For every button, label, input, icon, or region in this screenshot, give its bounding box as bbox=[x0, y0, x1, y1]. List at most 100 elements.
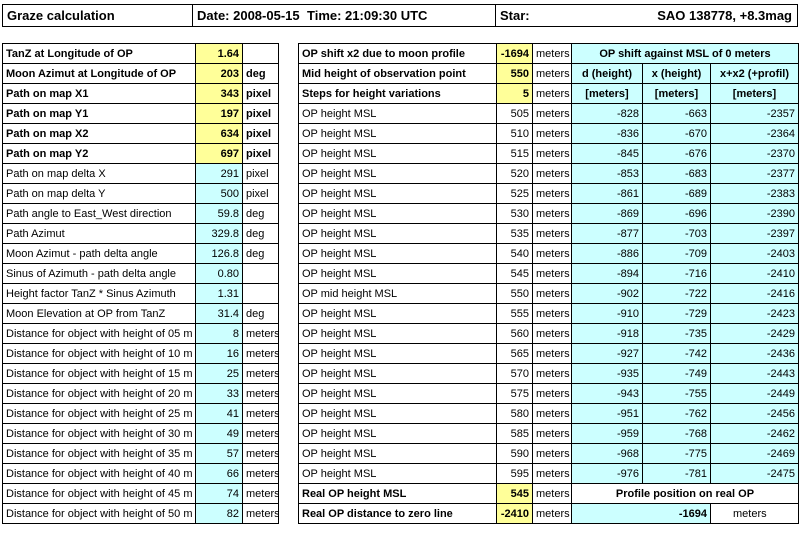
table-row: Sinus of Azimuth - path delta angle 0.80 bbox=[2, 263, 279, 284]
table-row: OP height MSL 590 meters bbox=[298, 443, 572, 464]
op-height-label: OP height MSL bbox=[298, 343, 497, 364]
table-row: Path angle to East_West direction 59.8 deg bbox=[2, 203, 279, 224]
table-row: Profile position on real OP bbox=[571, 483, 799, 504]
op-height-unit: meters bbox=[532, 223, 572, 244]
shift-x-value: -768 bbox=[642, 423, 711, 444]
op-height-unit: meters bbox=[532, 403, 572, 424]
param-value[interactable]: 197 bbox=[195, 103, 243, 124]
op-height-unit: meters bbox=[532, 463, 572, 484]
param-label: Moon Elevation at OP from TanZ bbox=[2, 303, 196, 324]
op-height-label: OP height MSL bbox=[298, 303, 497, 324]
op-shift-table: OP shift against MSL of 0 meters d (heig… bbox=[571, 43, 799, 524]
op-height-unit: meters bbox=[532, 123, 572, 144]
param-label: Path on map delta X bbox=[2, 163, 196, 184]
op-height-unit: meters bbox=[532, 363, 572, 384]
param-value[interactable]: 16 bbox=[195, 343, 243, 364]
param-label: Distance for object with height of 20 m bbox=[2, 383, 196, 404]
param-unit: meters bbox=[242, 503, 279, 524]
op-height-unit: meters bbox=[532, 423, 572, 444]
op-height-label: OP height MSL bbox=[298, 203, 497, 224]
op-height-unit: meters bbox=[532, 183, 572, 204]
op-height-value: 530 bbox=[496, 203, 533, 224]
param-value[interactable]: 329.8 bbox=[195, 223, 243, 244]
op-height-unit: meters bbox=[532, 343, 572, 364]
param-value[interactable]: 49 bbox=[195, 423, 243, 444]
table-row: -918 -735 -2429 bbox=[571, 323, 799, 344]
op-height-label: OP height MSL bbox=[298, 143, 497, 164]
op-height-label: OP height MSL bbox=[298, 363, 497, 384]
col-unit-x: [meters] bbox=[642, 83, 711, 104]
param-value[interactable]: 500 bbox=[195, 183, 243, 204]
op-height-value: 565 bbox=[496, 343, 533, 364]
table-row: OP height MSL 565 meters bbox=[298, 343, 572, 364]
param-value[interactable]: 8 bbox=[195, 323, 243, 344]
shift-d-value: -935 bbox=[571, 363, 643, 384]
param-unit: deg bbox=[242, 303, 279, 324]
param-value[interactable]: 634 bbox=[195, 123, 243, 144]
table-row: -828 -663 -2357 bbox=[571, 103, 799, 124]
param-value[interactable]: 0.80 bbox=[195, 263, 243, 284]
table-row: OP height MSL 530 meters bbox=[298, 203, 572, 224]
shift-x-value: -755 bbox=[642, 383, 711, 404]
param-value[interactable]: 66 bbox=[195, 463, 243, 484]
table-row: -910 -729 -2423 bbox=[571, 303, 799, 324]
shift-d-value: -918 bbox=[571, 323, 643, 344]
param-value[interactable]: 41 bbox=[195, 403, 243, 424]
param-value[interactable]: 1.64 bbox=[195, 43, 243, 64]
param-value[interactable]: 697 bbox=[195, 143, 243, 164]
param-label: Distance for object with height of 30 m bbox=[2, 423, 196, 444]
table-row: -886 -709 -2403 bbox=[571, 243, 799, 264]
op-height-value: 550 bbox=[496, 283, 533, 304]
param-value[interactable]: 31.4 bbox=[195, 303, 243, 324]
param-unit: meters bbox=[242, 403, 279, 424]
param-value[interactable]: 59.8 bbox=[195, 203, 243, 224]
shift-x-value: -703 bbox=[642, 223, 711, 244]
param-value[interactable]: 291 bbox=[195, 163, 243, 184]
param-unit: pixel bbox=[242, 103, 279, 124]
setting-value[interactable]: -1694 bbox=[496, 43, 533, 64]
op-height-unit: meters bbox=[532, 103, 572, 124]
shift-x-value: -775 bbox=[642, 443, 711, 464]
param-value[interactable]: 1.31 bbox=[195, 283, 243, 304]
param-value[interactable]: 33 bbox=[195, 383, 243, 404]
shift-x-value: -729 bbox=[642, 303, 711, 324]
shift-xx2-value: -2469 bbox=[710, 443, 799, 464]
shift-x-value: -722 bbox=[642, 283, 711, 304]
op-height-label: OP height MSL bbox=[298, 383, 497, 404]
param-value[interactable]: 126.8 bbox=[195, 243, 243, 264]
table-row: Moon Azimut at Longitude of OP 203 deg bbox=[2, 63, 279, 84]
profile-unit: meters bbox=[710, 503, 799, 524]
shift-d-value: -910 bbox=[571, 303, 643, 324]
param-value[interactable]: 343 bbox=[195, 83, 243, 104]
param-value[interactable]: 25 bbox=[195, 363, 243, 384]
table-row: Moon Azimut - path delta angle 126.8 deg bbox=[2, 243, 279, 264]
shift-x-value: -742 bbox=[642, 343, 711, 364]
param-value[interactable]: 203 bbox=[195, 63, 243, 84]
star-value: SAO 138778, +8.3mag bbox=[657, 8, 792, 23]
real-op-value: -2410 bbox=[496, 503, 533, 524]
header-bar: Graze calculation Date: 2008-05-15 Time:… bbox=[2, 4, 798, 27]
op-height-label: OP height MSL bbox=[298, 243, 497, 264]
param-unit bbox=[242, 263, 279, 284]
setting-value[interactable]: 5 bbox=[496, 83, 533, 104]
op-height-unit: meters bbox=[532, 263, 572, 284]
shift-x-value: -709 bbox=[642, 243, 711, 264]
param-value[interactable]: 82 bbox=[195, 503, 243, 524]
param-unit: meters bbox=[242, 443, 279, 464]
param-value[interactable]: 74 bbox=[195, 483, 243, 504]
time-label: Time: 21:09:30 UTC bbox=[303, 5, 496, 26]
shift-x-value: -735 bbox=[642, 323, 711, 344]
op-height-unit: meters bbox=[532, 283, 572, 304]
param-label: Distance for object with height of 25 m bbox=[2, 403, 196, 424]
param-label: Path on map X2 bbox=[2, 123, 196, 144]
shift-d-value: -951 bbox=[571, 403, 643, 424]
param-value[interactable]: 57 bbox=[195, 443, 243, 464]
table-row: Path on map X2 634 pixel bbox=[2, 123, 279, 144]
table-row: OP mid height MSL 550 meters bbox=[298, 283, 572, 304]
setting-value[interactable]: 550 bbox=[496, 63, 533, 84]
setting-label: Steps for height variations bbox=[298, 83, 497, 104]
